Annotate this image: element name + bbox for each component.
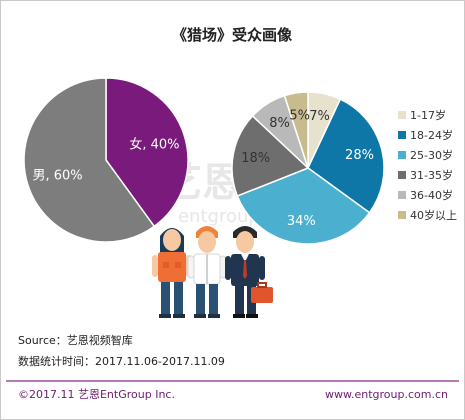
stat-time-text: 数据统计时间：2017.11.06-2017.11.09 <box>18 354 225 368</box>
source-text: Source：艺恩视频智库 <box>18 333 133 347</box>
age-pie: 7% 28% 34% 18% 8%5% <box>231 91 385 245</box>
pie-slice-18-24岁 <box>307 98 385 214</box>
legend-label-25-30岁: 25-30岁 <box>410 148 453 162</box>
age-legend: 1-17岁 18-24岁 25-30岁 31-35岁 36-40岁 40岁以上 <box>398 108 457 222</box>
slice-label-男: 男, 60% <box>33 169 83 184</box>
slice-label-1-17岁: 7% <box>309 109 330 124</box>
pie-slice-25-30岁 <box>236 167 371 245</box>
legend-swatch-31-35岁 <box>398 171 406 179</box>
legend-swatch-36-40岁 <box>398 191 406 199</box>
slice-label-36-40岁: 8% <box>269 116 290 131</box>
footer-website[interactable]: www.entgroup.com.cn <box>325 388 448 401</box>
legend-label-40岁以上: 40岁以上 <box>410 208 457 222</box>
slice-label-18-24岁: 28% <box>345 148 374 163</box>
chart-title: 《猎场》受众画像 <box>172 26 293 44</box>
slice-label-25-30岁: 34% <box>287 214 316 229</box>
briefcase-icon <box>251 287 273 303</box>
man-casual-figure-icon <box>187 226 227 318</box>
slice-label-31-35岁: 18% <box>241 151 270 166</box>
legend-label-31-35岁: 31-35岁 <box>410 168 453 182</box>
gender-pie: 女, 40% 男, 60% <box>23 77 189 243</box>
pie-slice-女 <box>105 77 189 228</box>
legend-swatch-25-30岁 <box>398 151 406 159</box>
pie-slice-男 <box>23 77 156 243</box>
watermark-en: entgroup <box>178 206 260 227</box>
legend-swatch-40岁以上 <box>398 211 406 219</box>
people-illustration <box>152 226 273 318</box>
man-suit-figure-icon <box>225 226 273 318</box>
pie-slice-40岁以上 <box>283 91 309 169</box>
slice-label-40岁以上: 5% <box>289 109 310 124</box>
legend-label-1-17岁: 1-17岁 <box>410 108 446 122</box>
legend-swatch-18-24岁 <box>398 131 406 139</box>
legend-label-18-24岁: 18-24岁 <box>410 128 453 142</box>
footer-copyright: ©2017.11 艺恩EntGroup Inc. <box>18 388 175 401</box>
legend-label-36-40岁: 36-40岁 <box>410 188 453 202</box>
legend-swatch-1-17岁 <box>398 111 406 119</box>
pie-slice-31-35岁 <box>231 114 310 197</box>
slice-label-女: 女, 40% <box>129 136 179 152</box>
